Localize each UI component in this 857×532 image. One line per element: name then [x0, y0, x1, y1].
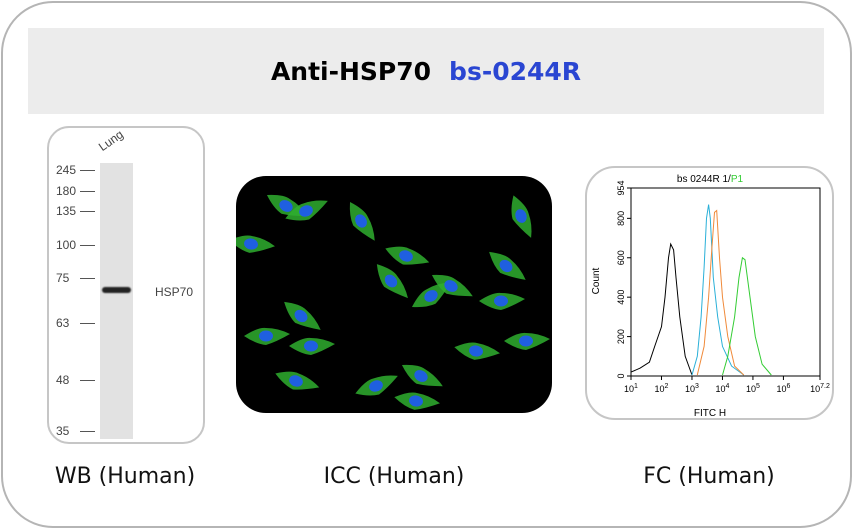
- cell: [285, 200, 328, 221]
- nucleus: [469, 345, 483, 357]
- x-tick-label: 106: [776, 383, 790, 394]
- fc-histogram: bs 0244R 1/P1 FITC H Count 0 200 400 600 800…: [591, 174, 830, 419]
- nucleus: [494, 295, 508, 307]
- chart-title: bs 0244R 1/P1: [677, 174, 744, 185]
- fc-caption: FC (Human): [643, 464, 775, 489]
- title-bar: Anti-HSP70 bs-0244R: [28, 28, 824, 114]
- cell: [431, 274, 473, 297]
- nucleus: [355, 214, 367, 228]
- histogram-series: [691, 204, 745, 376]
- nucleus: [409, 395, 423, 407]
- marker-label: 75: [56, 271, 70, 285]
- cell: [275, 371, 320, 390]
- x-tick-label: 102: [655, 383, 669, 394]
- cell: [394, 392, 440, 410]
- cell: [385, 246, 430, 265]
- cell: [401, 364, 443, 387]
- marker-label: 48: [56, 373, 70, 387]
- nucleus: [424, 290, 438, 302]
- nucleus: [499, 259, 513, 273]
- cell: [511, 195, 532, 238]
- nucleus: [299, 205, 313, 217]
- y-axis-label: Count: [591, 267, 602, 294]
- cell: [236, 235, 275, 253]
- cell: [355, 375, 398, 396]
- marker-tick: [80, 191, 95, 192]
- marker-label: 245: [56, 163, 77, 177]
- x-tick-label: 101: [624, 383, 638, 394]
- marker-tick: [80, 245, 95, 246]
- histogram-series: [722, 256, 772, 376]
- nucleus: [369, 380, 383, 392]
- nucleus: [384, 274, 398, 288]
- marker-tick: [80, 323, 95, 324]
- nucleus: [444, 280, 458, 292]
- nucleus: [414, 370, 428, 382]
- icc-image: [236, 176, 552, 413]
- icc-micrograph: [236, 194, 550, 410]
- y-tick-label: 954: [616, 180, 626, 195]
- x-axis-label: FITC H: [694, 408, 726, 419]
- y-tick-label: 600: [616, 250, 626, 265]
- marker-tick: [80, 170, 95, 171]
- nucleus: [515, 209, 527, 223]
- cell: [244, 327, 290, 345]
- marker-label: 100: [56, 238, 77, 252]
- x-tick-label: 105: [746, 383, 760, 394]
- cell: [489, 251, 526, 280]
- band-label: HSP70: [155, 285, 194, 299]
- cell: [504, 332, 550, 350]
- wb-lane: [100, 163, 133, 439]
- histogram-series: [696, 209, 745, 376]
- nucleus: [294, 309, 308, 323]
- cell: [479, 292, 525, 310]
- cell: [284, 301, 321, 330]
- nucleus: [519, 335, 533, 347]
- nucleus: [279, 200, 293, 212]
- wb-caption: WB (Human): [54, 464, 196, 489]
- marker-label: 135: [56, 204, 77, 218]
- marker-label: 180: [56, 184, 77, 198]
- y-tick-label: 200: [616, 329, 626, 344]
- nucleus: [289, 375, 303, 387]
- y-tick-label: 400: [616, 290, 626, 305]
- cell: [376, 264, 408, 299]
- icc-caption: ICC (Human): [323, 464, 465, 489]
- product-title: Anti-HSP70: [270, 56, 432, 86]
- cell: [349, 201, 375, 241]
- marker-tick: [80, 380, 95, 381]
- x-tick-label: 103: [685, 383, 699, 394]
- marker-label: 63: [56, 316, 70, 330]
- x-tick-label: 107.2: [810, 383, 830, 394]
- nucleus: [304, 340, 318, 352]
- y-tick-label: 0: [616, 373, 626, 378]
- nucleus: [399, 250, 413, 262]
- catalog-number: bs-0244R: [449, 56, 582, 86]
- plot-frame: [630, 187, 821, 377]
- marker-tick: [80, 278, 95, 279]
- wb-band: [102, 287, 131, 293]
- y-tick-label: 800: [616, 211, 626, 226]
- histogram-series: [630, 242, 693, 376]
- x-tick-label: 104: [715, 383, 729, 394]
- cell: [454, 342, 500, 360]
- marker-tick: [80, 211, 95, 212]
- nucleus: [259, 330, 273, 342]
- marker-label: 35: [56, 424, 70, 438]
- cell: [289, 337, 335, 355]
- marker-tick: [80, 431, 95, 432]
- nucleus: [244, 238, 258, 250]
